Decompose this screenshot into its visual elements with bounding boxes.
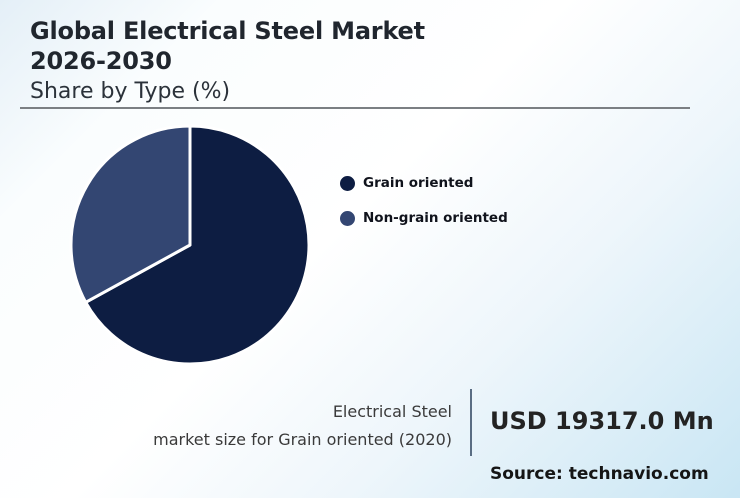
pie-slice <box>84 124 311 366</box>
pie-slice <box>69 124 192 304</box>
title-divider-line <box>20 107 690 109</box>
stat-divider-line <box>470 389 472 456</box>
legend-item-non-grain-oriented: Non-grain oriented <box>340 210 508 226</box>
pie-chart-container <box>66 121 314 369</box>
source-credit: Source: technavio.com <box>490 464 709 484</box>
page-title-line-2: 2026-2030 <box>30 47 172 75</box>
chart-legend: Grain oriented Non-grain oriented <box>340 175 508 245</box>
stat-value: USD 19317.0 Mn <box>490 407 714 435</box>
legend-label-non-grain-oriented: Non-grain oriented <box>363 210 508 226</box>
legend-marker-grain-oriented <box>340 175 355 191</box>
stat-label-line-1: Electrical Steel <box>332 402 452 421</box>
page-subtitle: Share by Type (%) <box>30 79 231 104</box>
stat-label-line-2: market size for Grain oriented (2020) <box>153 430 452 449</box>
legend-item-grain-oriented: Grain oriented <box>340 175 508 191</box>
stat-label: Electrical Steel market size for Grain o… <box>153 398 452 454</box>
legend-marker-non-grain-oriented <box>340 210 355 226</box>
legend-label-grain-oriented: Grain oriented <box>363 175 474 191</box>
page-title-line-1: Global Electrical Steel Market <box>30 17 425 45</box>
header: Global Electrical Steel Market 2026-2030… <box>30 16 425 106</box>
pie-chart <box>69 124 311 366</box>
